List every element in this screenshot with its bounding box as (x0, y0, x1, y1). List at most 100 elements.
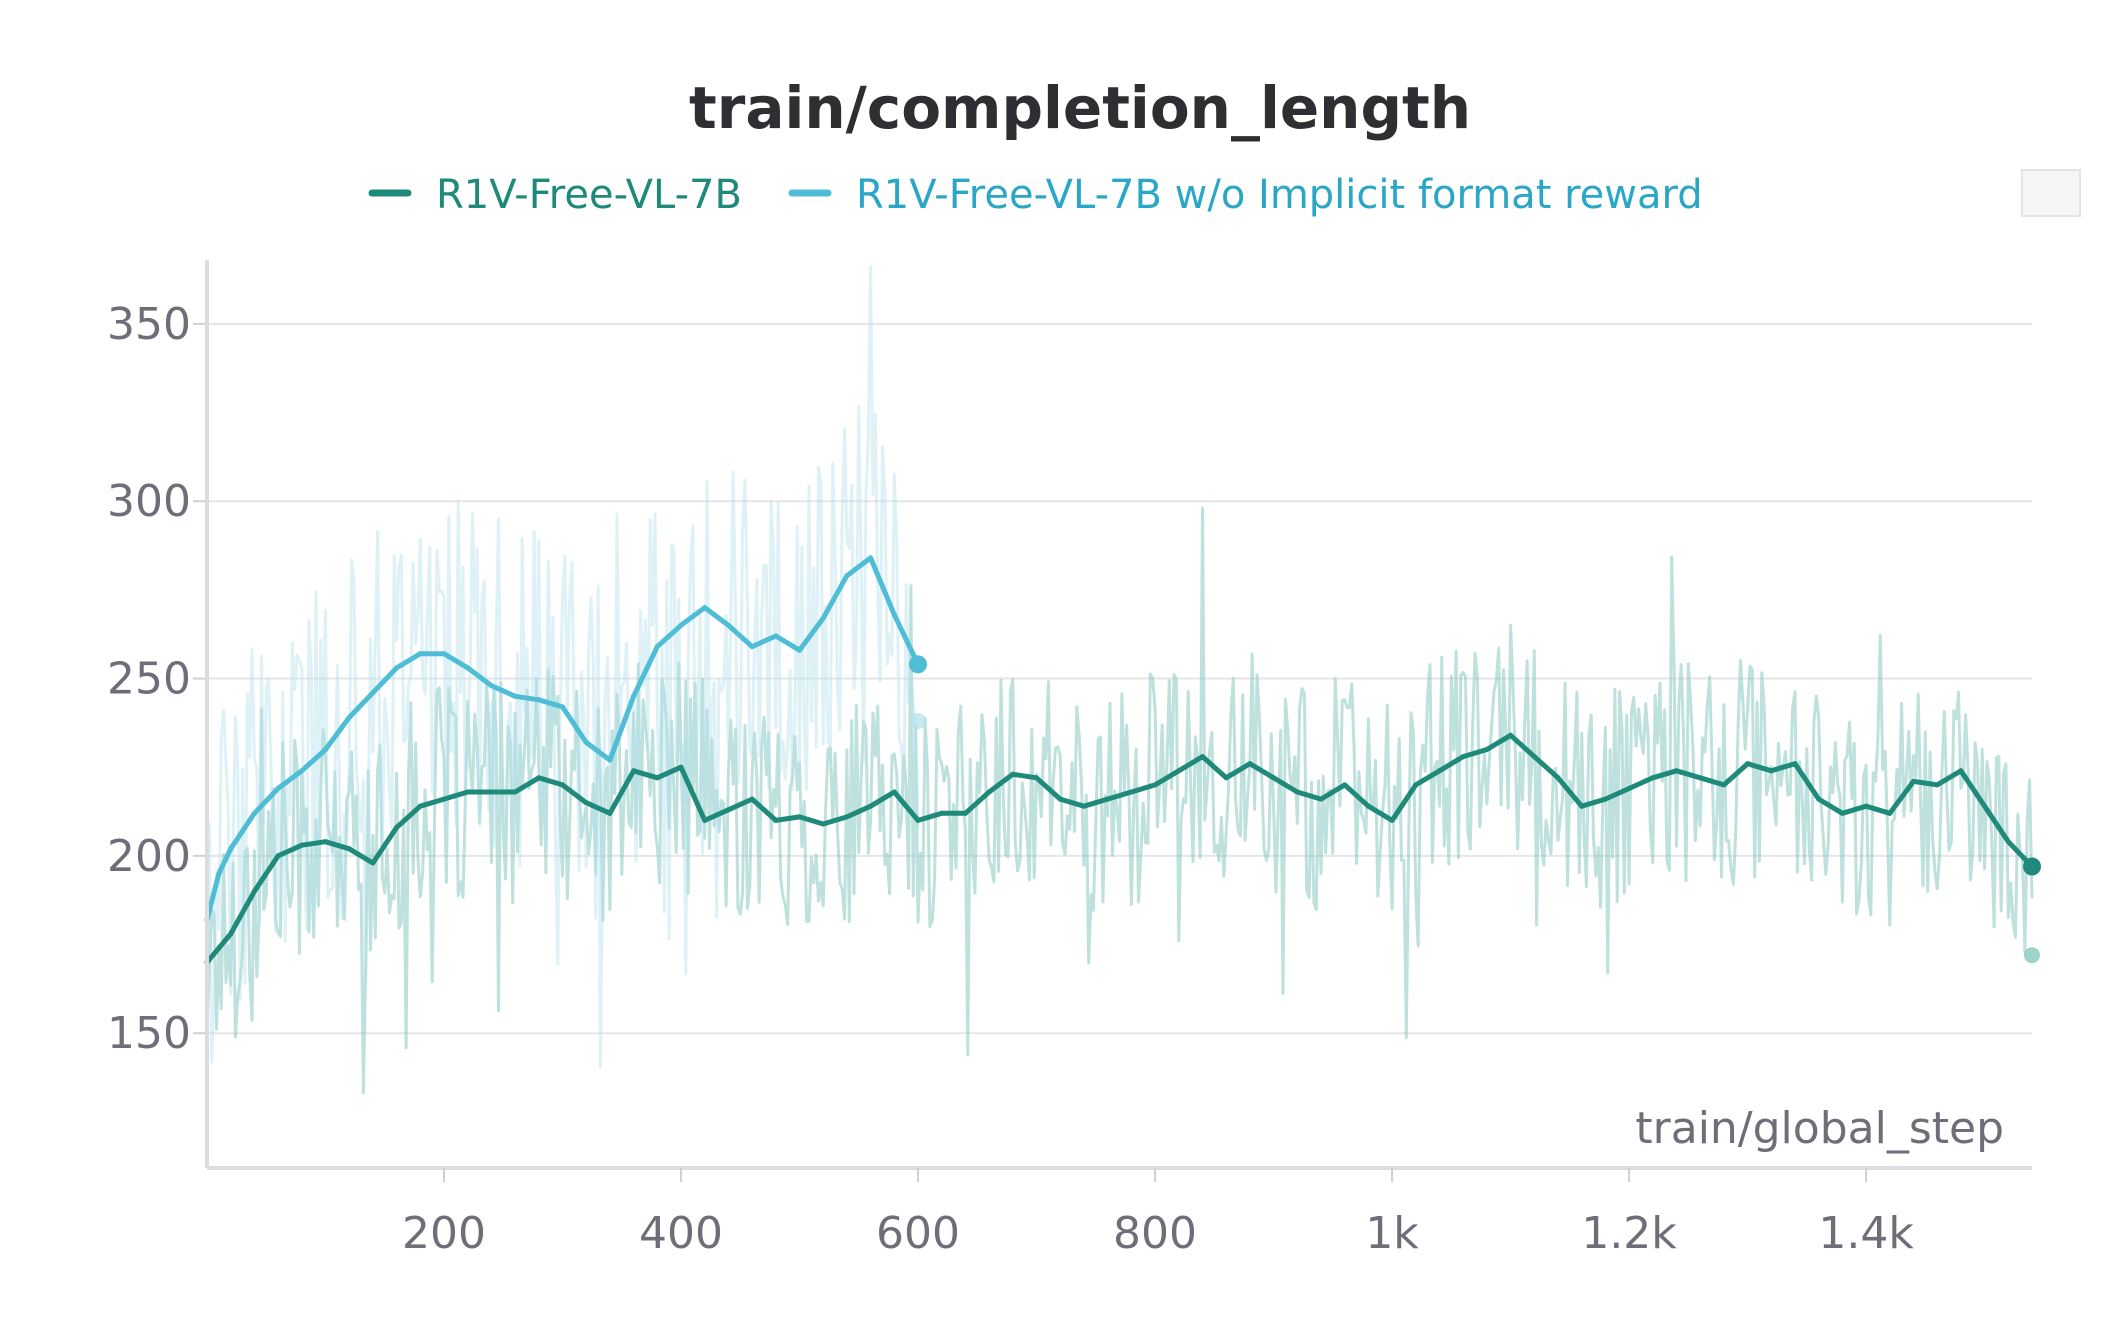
series-point-0 (417, 803, 423, 809)
series-point-1 (346, 715, 352, 720)
series-point-1 (702, 605, 708, 611)
series-point-1 (607, 757, 613, 763)
series-point-0 (891, 789, 897, 795)
raw-endpoint-marker-1 (910, 713, 927, 730)
series-point-1 (797, 647, 802, 653)
x-tick-label: 200 (402, 1208, 486, 1259)
series-point-0 (1200, 754, 1205, 760)
series-point-1 (417, 651, 423, 657)
series-point-0 (915, 817, 921, 823)
series-point-0 (394, 825, 400, 830)
series-point-0 (1223, 775, 1229, 781)
series-point-0 (1674, 768, 1679, 774)
series-point-0 (1579, 803, 1585, 809)
series-point-0 (1105, 796, 1111, 802)
series-point-0 (962, 810, 968, 816)
series-point-0 (939, 810, 945, 816)
x-tick-label: 800 (1113, 1208, 1197, 1259)
x-tick-label: 1.2k (1581, 1208, 1677, 1259)
series-point-0 (1318, 796, 1324, 802)
series-point-0 (1721, 782, 1727, 788)
series-point-0 (1176, 768, 1182, 774)
series-point-1 (323, 747, 328, 752)
series-point-0 (1389, 817, 1395, 823)
raw-series-line-1 (205, 265, 920, 1069)
series-point-0 (1484, 747, 1490, 752)
series-point-0 (749, 796, 755, 802)
series-point-0 (1342, 782, 1348, 788)
series-point-0 (1081, 803, 1087, 809)
series-point-0 (1365, 803, 1371, 809)
series-point-0 (346, 846, 352, 852)
x-tick-label: 600 (876, 1208, 960, 1259)
series-point-1 (820, 615, 826, 621)
legend-label-series-0: R1V-Free-VL-7B (436, 172, 742, 218)
series-point-0 (536, 775, 542, 781)
series-point-1 (891, 612, 897, 618)
series-point-0 (1460, 754, 1466, 760)
series-point-1 (773, 633, 779, 639)
series-point-0 (1437, 768, 1442, 774)
series-point-0 (986, 789, 992, 795)
series-point-0 (1128, 789, 1134, 795)
series-point-1 (536, 697, 542, 703)
series-point-1 (216, 871, 222, 877)
series-point-0 (1768, 768, 1774, 774)
x-axis-label: train/global_step (1635, 1103, 2004, 1154)
series-point-0 (773, 817, 779, 823)
series-point-0 (797, 814, 802, 820)
y-tick-label: 150 (107, 1008, 191, 1059)
series-endpoint-marker-1 (909, 655, 928, 674)
series-point-0 (1531, 754, 1537, 760)
series-point-0 (1934, 782, 1940, 788)
series-point-0 (1792, 761, 1798, 767)
series-point-0 (228, 931, 234, 937)
legend-settings-button[interactable] (2021, 169, 2081, 217)
y-tick-label: 300 (107, 476, 191, 527)
series-point-1 (749, 644, 755, 650)
series-point-0 (1034, 775, 1039, 781)
series-point-0 (1152, 782, 1158, 788)
y-tick-label: 250 (107, 654, 191, 705)
y-tick-label: 350 (107, 299, 191, 350)
series-point-0 (1626, 786, 1632, 791)
series-point-0 (1413, 782, 1419, 788)
series-point-0 (1887, 810, 1893, 816)
series-point-0 (1555, 775, 1561, 781)
chart-title: train/completion_length (689, 74, 1471, 142)
series-point-1 (275, 786, 281, 791)
series-point-0 (1508, 732, 1514, 738)
series-point-0 (702, 817, 708, 823)
series-point-0 (251, 888, 257, 894)
x-tick-label: 1k (1365, 1208, 1419, 1259)
series-point-1 (725, 622, 731, 628)
series-point-0 (370, 860, 376, 866)
series-point-1 (299, 768, 305, 774)
series-point-1 (251, 810, 257, 816)
series-point-0 (631, 768, 637, 774)
series-point-1 (678, 622, 684, 628)
series-point-1 (370, 690, 376, 696)
series-point-0 (1294, 789, 1300, 795)
y-tick-label: 200 (107, 831, 191, 882)
series-point-0 (560, 782, 565, 788)
series-point-0 (1697, 775, 1703, 781)
series-point-1 (631, 693, 637, 699)
series-point-0 (1863, 803, 1869, 809)
series-point-1 (228, 846, 234, 852)
smoothed-series-layer (204, 555, 2041, 965)
series-endpoint-marker-0 (2023, 857, 2041, 876)
series-point-0 (678, 764, 684, 770)
series-point-1 (441, 651, 447, 657)
series-point-0 (465, 789, 471, 795)
series-point-0 (512, 789, 518, 795)
series-point-0 (1816, 796, 1822, 802)
series-point-0 (1057, 796, 1063, 802)
raw-endpoint-marker-0 (2024, 947, 2040, 964)
series-point-0 (868, 803, 874, 809)
series-point-0 (323, 839, 328, 845)
series-point-0 (1650, 775, 1656, 781)
series-point-0 (820, 821, 826, 827)
series-point-0 (725, 807, 731, 813)
